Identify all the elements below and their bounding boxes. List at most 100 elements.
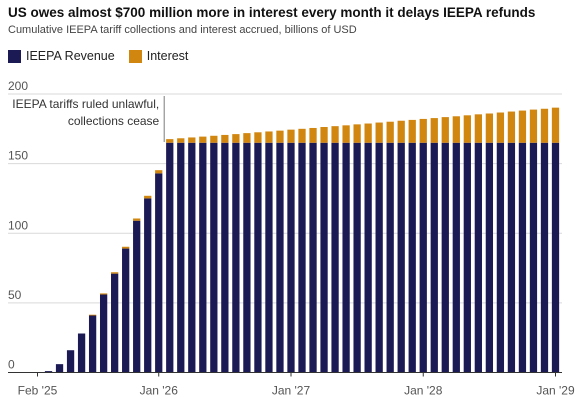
bar-revenue bbox=[232, 142, 240, 373]
bar-interest bbox=[99, 293, 108, 295]
bar-interest bbox=[540, 108, 549, 143]
bar-revenue bbox=[364, 142, 372, 373]
bar-interest bbox=[441, 117, 449, 143]
bar-revenue bbox=[452, 142, 460, 373]
bar-revenue bbox=[77, 333, 86, 373]
bar-revenue bbox=[99, 294, 108, 373]
bar-revenue bbox=[243, 142, 251, 373]
bar-interest bbox=[375, 122, 383, 143]
legend-label-revenue: IEEPA Revenue bbox=[26, 49, 115, 63]
y-tick-label-0: 0 bbox=[8, 358, 15, 372]
bar-revenue bbox=[474, 142, 482, 373]
bar-revenue bbox=[386, 142, 394, 373]
bar-interest bbox=[551, 107, 560, 143]
bar-interest bbox=[243, 133, 251, 143]
bar-interest bbox=[155, 170, 163, 174]
bar-interest bbox=[265, 131, 273, 143]
x-tick-label: Jan '29 bbox=[536, 384, 575, 398]
bar-interest bbox=[166, 139, 174, 143]
bar-interest bbox=[287, 129, 295, 143]
bar-revenue bbox=[111, 273, 119, 373]
bar-interest bbox=[88, 314, 97, 316]
bar-revenue bbox=[210, 142, 218, 373]
bar-interest bbox=[463, 115, 471, 143]
bar-interest bbox=[254, 132, 262, 143]
x-tick-label: Jan '26 bbox=[140, 384, 179, 398]
bar-interest bbox=[485, 113, 494, 143]
bar-interest bbox=[452, 116, 460, 143]
legend-swatch-revenue bbox=[8, 49, 21, 63]
bar-revenue bbox=[540, 142, 549, 373]
bar-interest bbox=[177, 138, 185, 143]
bar-revenue bbox=[309, 142, 317, 373]
bar-revenue bbox=[133, 220, 141, 373]
bar-interest bbox=[353, 124, 361, 143]
bar-interest bbox=[397, 120, 405, 143]
legend-label-interest: Interest bbox=[146, 49, 189, 63]
bar-revenue bbox=[144, 198, 152, 373]
bar-interest bbox=[364, 123, 372, 143]
bar-revenue bbox=[518, 142, 527, 373]
y-tick-label-150: 150 bbox=[8, 149, 28, 163]
bar-interest bbox=[210, 135, 218, 143]
x-tick-label: Jan '27 bbox=[272, 384, 311, 398]
bar-revenue bbox=[430, 142, 438, 373]
bar-revenue bbox=[353, 142, 361, 373]
bar-revenue bbox=[408, 142, 416, 373]
bar-revenue bbox=[551, 142, 560, 373]
chart-title: US owes almost $700 million more in inte… bbox=[8, 5, 536, 20]
bar-interest bbox=[408, 119, 416, 143]
bar-interest bbox=[221, 134, 229, 143]
bar-revenue bbox=[463, 142, 471, 373]
bar-interest bbox=[474, 114, 482, 143]
bar-revenue bbox=[55, 364, 64, 373]
chart-subtitle: Cumulative IEEPA tariff collections and … bbox=[8, 24, 357, 36]
bar-revenue bbox=[397, 142, 405, 373]
bar-revenue bbox=[331, 142, 339, 373]
bar-interest bbox=[144, 195, 152, 199]
y-tick-label-100: 100 bbox=[8, 218, 28, 232]
bar-interest bbox=[111, 272, 119, 274]
bar-revenue bbox=[529, 142, 538, 373]
bar-revenue bbox=[199, 142, 207, 373]
bar-revenue bbox=[254, 142, 262, 373]
bar-interest bbox=[122, 246, 130, 249]
bar-interest bbox=[133, 218, 141, 221]
bar-revenue bbox=[419, 142, 427, 373]
bar-interest bbox=[276, 130, 284, 143]
bar-revenue bbox=[221, 142, 229, 373]
bar-revenue bbox=[298, 142, 306, 373]
bar-interest bbox=[342, 125, 350, 143]
bar-interest bbox=[386, 121, 394, 143]
bar-revenue bbox=[188, 142, 196, 373]
bar-interest bbox=[320, 127, 328, 143]
x-tick-label: Feb '25 bbox=[18, 384, 58, 398]
legend-item-interest: Interest bbox=[128, 49, 189, 63]
bar-revenue bbox=[166, 142, 174, 373]
bar-revenue bbox=[122, 248, 130, 373]
bar-interest bbox=[199, 136, 207, 143]
bar-interest bbox=[331, 126, 339, 143]
y-tick-label-200: 200 bbox=[8, 79, 28, 93]
bar-interest bbox=[298, 128, 306, 143]
bar-revenue bbox=[507, 142, 516, 373]
bar-revenue bbox=[287, 142, 295, 373]
bar-interest bbox=[496, 112, 505, 143]
bar-interest bbox=[430, 118, 438, 143]
bar-revenue bbox=[320, 142, 328, 373]
bar-interest bbox=[419, 118, 427, 143]
bar-interest bbox=[529, 109, 538, 143]
bar-revenue bbox=[485, 142, 494, 373]
bar-interest bbox=[188, 137, 196, 143]
bar-revenue bbox=[496, 142, 505, 373]
bar-revenue bbox=[276, 142, 284, 373]
annotation-text: collections cease bbox=[68, 114, 160, 128]
bar-revenue bbox=[66, 350, 75, 373]
bar-revenue bbox=[88, 315, 97, 373]
legend-item-revenue: IEEPA Revenue bbox=[8, 49, 115, 63]
bar-revenue bbox=[375, 142, 383, 373]
bar-revenue bbox=[342, 142, 350, 373]
x-tick-label: Jan '28 bbox=[404, 384, 443, 398]
bar-interest bbox=[232, 134, 240, 143]
